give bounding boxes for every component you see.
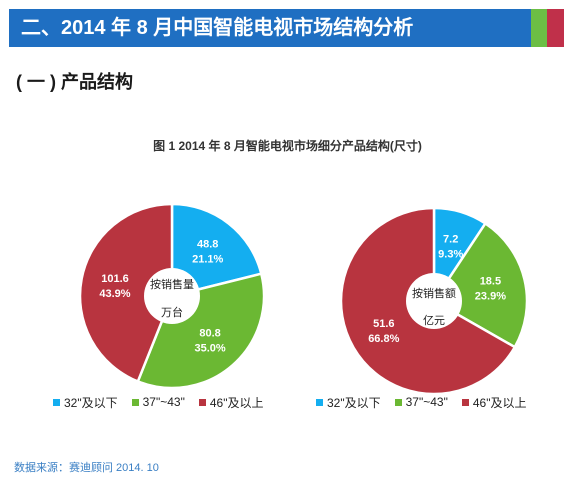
legend2-swatch-3 [461,398,469,406]
legend2-label-1: 32"及以下 [327,395,381,410]
pie2-value-label-1: 7.2 [443,234,458,246]
legend1-label-1: 32"及以下 [64,395,118,410]
pie1-value-label-2: 80.8 [199,328,220,340]
pie2-percent-label-3: 66.8% [368,333,399,345]
pie2-percent-label-1: 9.3% [438,249,463,261]
pie2-value-label-3: 51.6 [373,318,394,330]
figure-title: 图 1 2014 年 8 月智能电视市场细分产品结构(尺寸) [153,139,422,153]
pie1-slice-2 [136,272,266,390]
legend2-item-2: 37"~43" [394,395,448,409]
pie1-percent-label-1: 21.1% [192,253,223,265]
pie1-center-label-2: 万台 [161,305,183,319]
legend2-swatch-2 [394,398,402,406]
pie1-percent-label-2: 35.0% [194,343,225,355]
legend1-item-1: 32"及以下 [53,394,118,411]
pie1-value-label-1: 48.8 [197,238,218,250]
section-header-title: 二、2014 年 8 月中国智能电视市场结构分析 [21,17,414,39]
legend1-label-3: 46"及以上 [209,395,264,410]
pie1-center-hole [144,268,200,324]
legend2-label-2: 37"~43" [405,395,448,409]
pie2-center-label-1: 按销售额 [412,286,456,300]
pie1-slice-1 [170,202,263,298]
legend1-swatch-1 [53,398,60,406]
legend1-swatch-2 [131,398,139,406]
legend-right-chart: 32"及以下 37"~43" 46"及以上 [316,394,540,410]
pie2-center-label-2: 亿元 [423,314,445,327]
legend2-swatch-1 [316,398,323,406]
pie2-value-label-2: 18.5 [480,276,501,288]
pie2-center-hole [406,273,462,329]
header-red-stripe [547,9,564,47]
legend1-item-2: 37"~43" [131,395,185,409]
pie2-slice-2 [432,221,529,349]
legend2-item-1: 32"及以下 [316,394,381,411]
data-source-note: 数据来源：赛迪顾问 2014. 10 [14,462,159,474]
legend1-item-3: 46"及以上 [198,394,264,411]
subsection-title: ( 一 ) 产品结构 [16,72,133,92]
pie2-percent-label-2: 23.9% [475,291,506,303]
legend1-label-2: 37"~43" [142,395,185,409]
section-header-bar: 二、2014 年 8 月中国智能电视市场结构分析 [9,9,564,47]
pie1-slice-3 [78,202,174,384]
legend-left-chart: 32"及以下 37"~43" 46"及以上 [53,394,277,410]
pie1-value-label-3: 101.6 [101,273,129,285]
pie1-percent-label-3: 43.9% [99,288,130,300]
legend1-swatch-3 [198,398,206,406]
legend2-item-3: 46"及以上 [461,394,527,411]
legend2-label-3: 46"及以上 [472,395,527,410]
header-green-stripe [531,9,547,47]
pie1-center-label-1: 按销售量 [150,277,194,291]
